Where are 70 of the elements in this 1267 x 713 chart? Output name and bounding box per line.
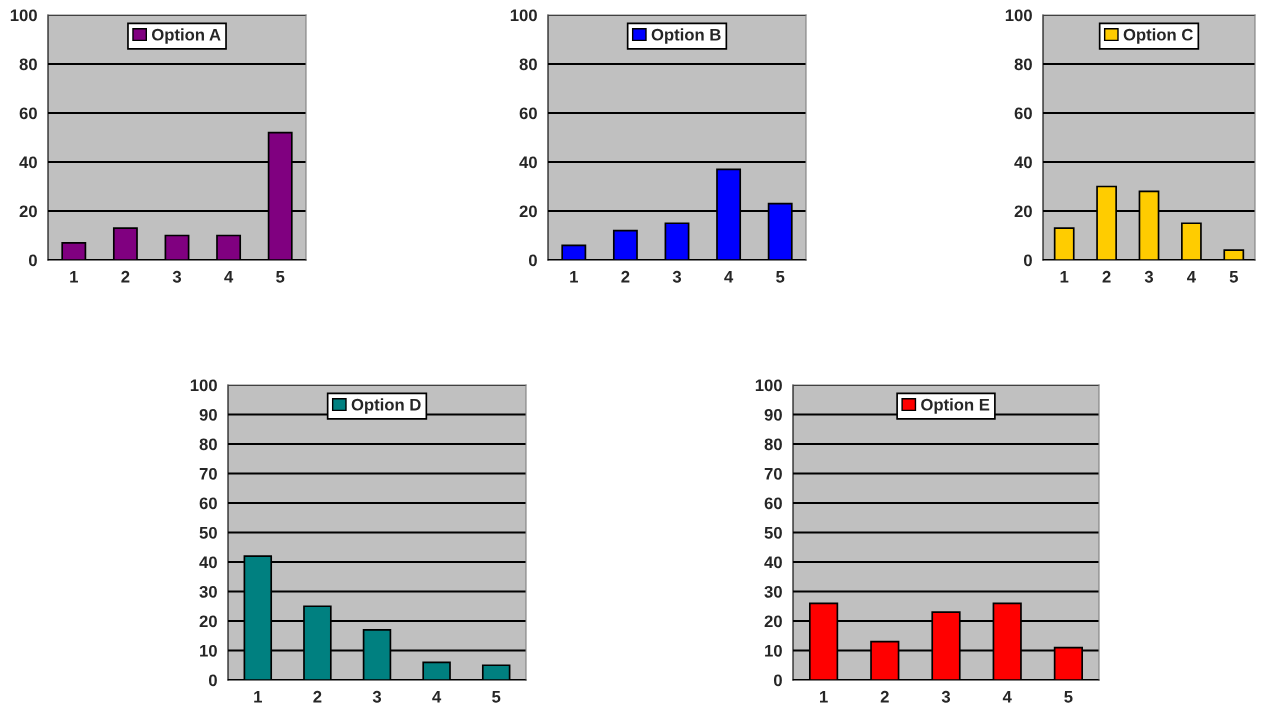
x-tick-label: 1: [70, 271, 78, 283]
x-tick-label: 5: [1229, 271, 1238, 283]
y-tick-label: 40: [764, 556, 782, 569]
y-tick-label: 30: [764, 585, 782, 598]
y-tick-label: 80: [199, 438, 217, 451]
legend-label: Option A: [151, 28, 221, 44]
y-tick-label: 0: [773, 674, 782, 687]
y-tick-label: 100: [10, 9, 37, 22]
y-tick-label: 10: [200, 644, 217, 657]
y-tick-label: 50: [199, 526, 217, 539]
x-tick-label: 2: [621, 270, 630, 283]
x-tick-label: 2: [121, 270, 130, 283]
y-tick-label: 50: [764, 526, 782, 539]
x-tick-label: 2: [880, 690, 889, 703]
y-tick-label: 60: [199, 497, 217, 510]
legend-label: Option B: [651, 28, 721, 44]
y-tick-label: 30: [199, 585, 217, 598]
y-tick-label: 40: [519, 156, 537, 169]
legend-label: Option C: [1123, 28, 1193, 44]
x-tick-label: 4: [432, 691, 442, 703]
x-tick-label: 1: [1060, 271, 1069, 283]
y-tick-label: 90: [764, 408, 782, 421]
y-tick-label: 70: [199, 467, 217, 480]
x-tick-label: 4: [224, 271, 234, 283]
x-tick-label: 3: [1144, 270, 1154, 283]
x-tick-label: 3: [372, 690, 382, 703]
y-tick-label: 10: [765, 644, 782, 657]
x-tick-label: 4: [724, 271, 734, 283]
y-tick-label: 60: [19, 107, 37, 120]
y-tick-label: 100: [190, 379, 217, 392]
y-tick-label: 0: [528, 254, 537, 267]
x-tick-label: 3: [172, 270, 182, 283]
x-tick-label: 5: [776, 271, 785, 283]
y-tick-label: 90: [199, 408, 217, 421]
y-tick-label: 80: [764, 438, 782, 451]
y-tick-label: 40: [199, 556, 217, 569]
x-tick-label: 3: [941, 690, 951, 703]
x-tick-label: 4: [1002, 691, 1012, 703]
y-tick-label: 0: [1023, 254, 1032, 267]
y-tick-label: 0: [28, 254, 37, 267]
y-tick-label: 100: [1005, 9, 1032, 22]
x-tick-label: 2: [313, 690, 322, 703]
y-tick-label: 80: [19, 58, 37, 71]
y-tick-label: 60: [519, 107, 537, 120]
y-tick-label: 20: [519, 205, 537, 218]
y-tick-label: 80: [519, 58, 537, 71]
x-tick-label: 2: [1102, 270, 1111, 283]
y-tick-label: 100: [510, 9, 537, 22]
x-tick-label: 5: [276, 271, 285, 283]
y-tick-label: 40: [19, 156, 37, 169]
legend-label: Option E: [921, 398, 990, 414]
x-tick-label: 1: [254, 691, 262, 703]
y-tick-label: 0: [208, 674, 217, 687]
y-tick-label: 40: [1014, 156, 1032, 169]
y-tick-label: 20: [1014, 205, 1032, 218]
y-tick-label: 20: [199, 615, 217, 628]
y-tick-label: 60: [1014, 107, 1032, 120]
y-tick-label: 60: [764, 497, 782, 510]
y-tick-label: 100: [755, 379, 782, 392]
x-tick-label: 1: [820, 691, 828, 703]
legend-label: Option D: [351, 398, 421, 414]
x-tick-label: 1: [570, 271, 578, 283]
x-tick-label: 5: [492, 691, 501, 703]
y-tick-label: 20: [19, 205, 37, 218]
y-tick-label: 80: [1014, 58, 1032, 71]
x-tick-label: 4: [1187, 271, 1196, 283]
y-tick-label: 20: [764, 615, 782, 628]
y-tick-label: 70: [764, 467, 782, 480]
x-tick-label: 3: [672, 270, 682, 283]
x-tick-label: 5: [1064, 691, 1073, 703]
